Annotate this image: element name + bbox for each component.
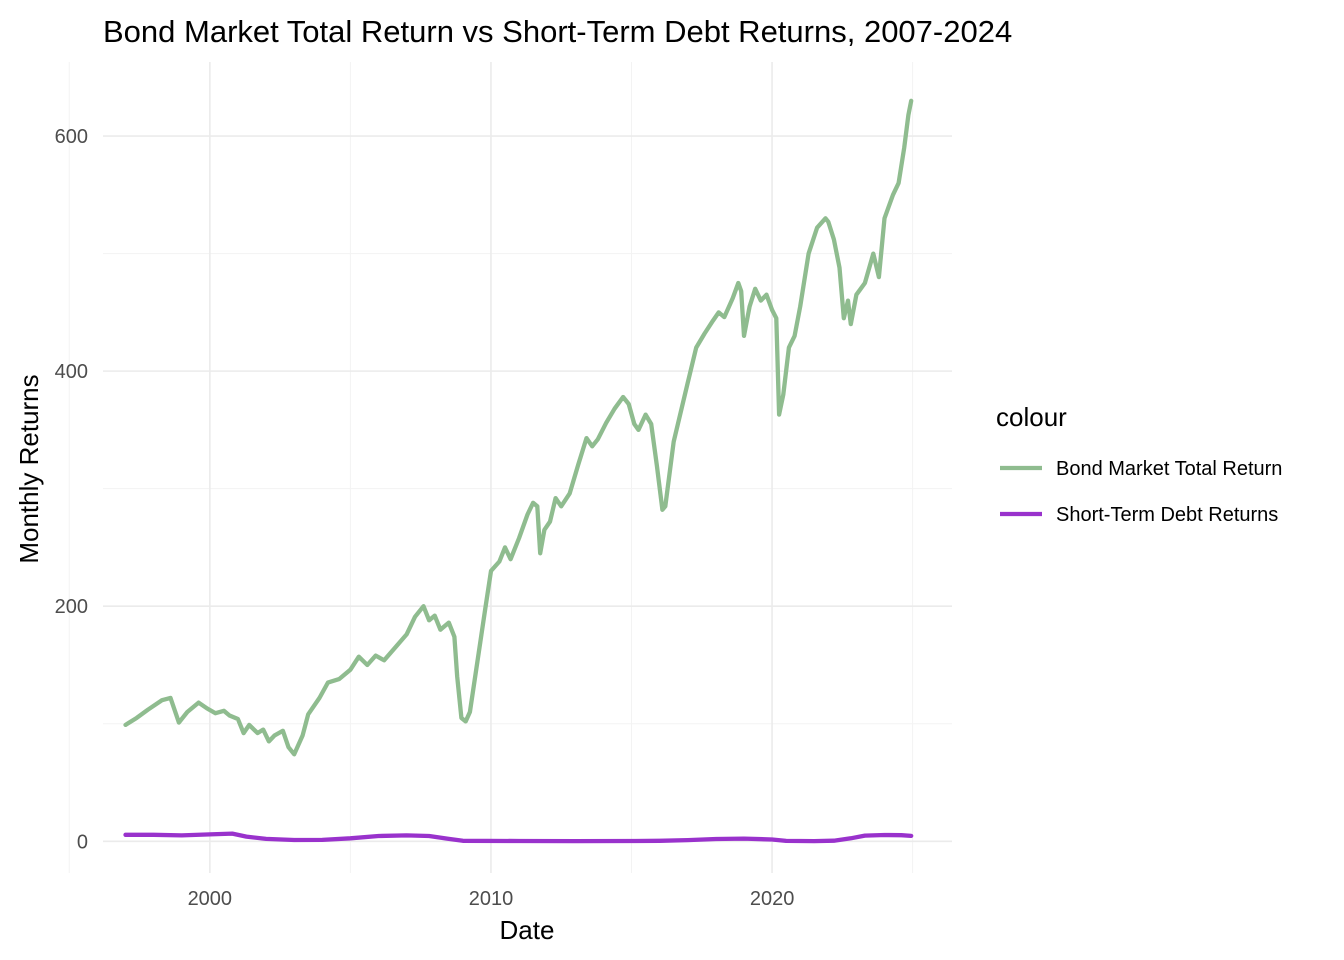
series-layer [123,98,914,844]
series-line-bond-market-total-return [123,98,914,757]
series-line-short-term-debt-returns [123,831,914,844]
x-axis-title: Date [500,915,555,945]
y-tick-label: 200 [55,596,88,618]
legend-label: Short-Term Debt Returns [1056,504,1278,526]
x-tick-label: 2000 [188,888,233,910]
chart-title: Bond Market Total Return vs Short-Term D… [103,14,1012,49]
legend-label: Bond Market Total Return [1056,458,1282,480]
legend: colour Bond Market Total Return Short-Ter… [996,402,1282,526]
axes: 0 200 400 600 2000 2010 2020 [55,126,795,910]
x-tick-label: 2010 [469,888,514,910]
gridlines [68,62,952,873]
y-axis-title: Monthly Returns [14,374,44,563]
y-tick-label: 0 [77,831,88,853]
y-tick-label: 600 [55,126,88,148]
y-tick-label: 400 [55,361,88,383]
legend-title: colour [996,402,1067,432]
x-tick-label: 2020 [750,888,795,910]
